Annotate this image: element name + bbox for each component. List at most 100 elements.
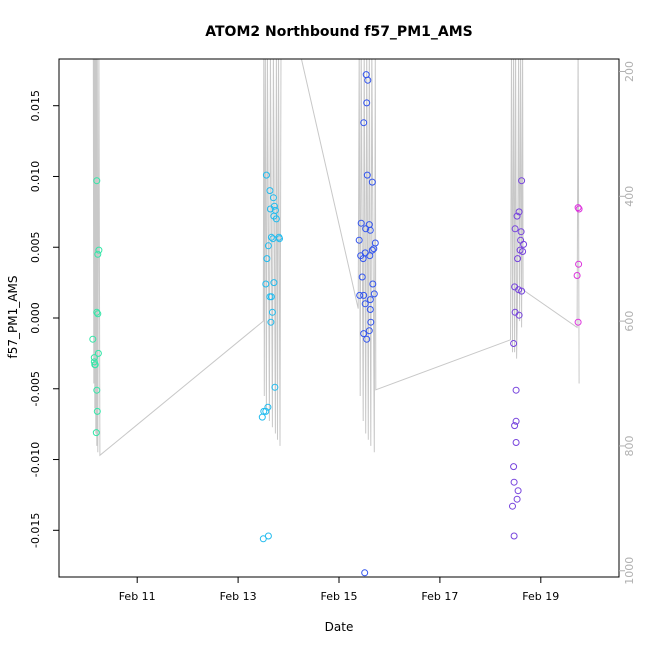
data-point: [512, 439, 520, 446]
y2-tick-label: 800: [623, 435, 636, 456]
altitude-trace-layer: [92, 59, 580, 457]
data-point: [363, 99, 371, 107]
data-point: [513, 495, 521, 503]
y2-tick-label: 1000: [623, 557, 636, 585]
data-point: [94, 349, 102, 357]
data-point: [512, 386, 520, 394]
chart-title: ATOM2 Northbound f57_PM1_AMS: [205, 24, 472, 40]
data-point: [90, 354, 98, 362]
series-2: [258, 171, 283, 543]
data-point: [267, 233, 275, 241]
data-point: [262, 407, 270, 415]
data-point: [574, 204, 582, 212]
series-1: [89, 177, 103, 437]
data-point: [518, 177, 526, 185]
data-point: [513, 212, 521, 220]
data-point: [511, 225, 519, 233]
data-point: [520, 240, 528, 248]
data-point: [262, 280, 270, 288]
series-3: [355, 71, 379, 577]
data-point: [93, 308, 101, 316]
data-point: [267, 318, 275, 326]
data-point: [359, 255, 367, 263]
y2-tick-label: 200: [623, 61, 636, 82]
data-point: [269, 235, 277, 243]
data-point: [574, 318, 582, 326]
data-point: [264, 242, 272, 250]
data-point: [518, 287, 526, 295]
data-point: [361, 569, 369, 577]
data-point: [519, 248, 527, 255]
data-point: [360, 330, 368, 338]
data-point: [361, 300, 369, 308]
data-point: [366, 296, 374, 304]
data-point: [269, 194, 277, 202]
y-tick-label: -0.005: [29, 371, 42, 406]
data-point: [365, 327, 373, 335]
points-layer: [89, 71, 583, 577]
data-point: [363, 171, 371, 179]
y-tick-label: -0.010: [29, 442, 42, 477]
series-5: [573, 204, 583, 326]
y-axis-label: f57_PM1_AMS: [6, 276, 20, 359]
data-point: [92, 429, 100, 437]
data-point: [370, 290, 378, 298]
data-point: [263, 255, 271, 263]
data-point: [510, 463, 518, 471]
data-point: [515, 208, 523, 216]
data-point: [510, 340, 518, 347]
data-point: [271, 383, 279, 391]
data-point: [91, 361, 99, 369]
data-point: [510, 532, 518, 540]
data-point: [358, 273, 366, 281]
data-point: [366, 306, 374, 313]
data-point: [357, 219, 365, 227]
data-point: [266, 187, 274, 195]
x-tick-label: Feb 19: [522, 590, 559, 603]
y-tick-label: 0.010: [29, 161, 42, 193]
data-point: [369, 280, 377, 288]
data-point: [363, 335, 371, 343]
data-point: [515, 311, 523, 319]
data-point: [356, 291, 364, 299]
y-tick-label: 0.000: [29, 302, 42, 334]
data-point: [94, 250, 102, 258]
data-point: [575, 205, 583, 213]
series-4: [509, 177, 528, 540]
axes-layer: Feb 11 Feb 13 Feb 15 Feb 17 Feb 19 -0.015 -0.0…: [29, 58, 636, 603]
plot-frame: [58, 58, 620, 578]
data-point: [364, 76, 372, 84]
x-tick-label: Feb 13: [220, 590, 257, 603]
data-point: [93, 177, 101, 185]
data-point: [370, 245, 378, 253]
data-point: [267, 293, 275, 301]
data-point: [368, 178, 376, 186]
data-point: [514, 255, 522, 263]
y-tick-label: 0.005: [29, 231, 42, 263]
data-point: [512, 417, 520, 425]
data-point: [95, 246, 103, 254]
data-point: [367, 318, 375, 326]
y2-tick-label: 400: [623, 186, 636, 207]
data-point: [366, 252, 374, 260]
data-point: [575, 260, 583, 268]
data-point: [264, 403, 272, 411]
x-tick-label: Feb 17: [421, 590, 458, 603]
data-point: [514, 487, 522, 495]
data-point: [509, 502, 516, 510]
y-tick-label: -0.015: [29, 513, 42, 548]
data-point: [362, 225, 370, 233]
data-point: [355, 236, 363, 244]
data-point: [268, 308, 276, 316]
y2-tick-label: 600: [623, 311, 636, 332]
data-point: [258, 413, 266, 421]
altitude-trace-line: [92, 59, 580, 457]
data-point: [270, 279, 278, 287]
x-tick-label: Feb 15: [321, 590, 358, 603]
data-point: [366, 226, 374, 234]
data-point: [573, 272, 581, 279]
data-point: [93, 386, 101, 394]
data-point: [272, 215, 280, 223]
